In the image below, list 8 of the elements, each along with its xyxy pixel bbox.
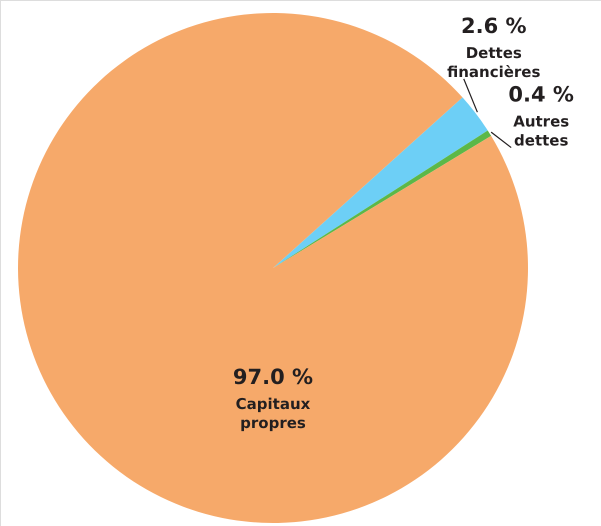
data-label: 97.0 % xyxy=(232,365,314,389)
data-label: 0.4 % xyxy=(508,82,574,107)
slice-label: Dettes financières xyxy=(447,44,540,81)
slice-label: Capitaux propres xyxy=(236,395,311,432)
pie-slice xyxy=(273,97,488,268)
slice-label: Autres dettes xyxy=(513,112,570,150)
pie-slice xyxy=(273,130,492,268)
data-label: 2.6 % xyxy=(460,14,527,38)
